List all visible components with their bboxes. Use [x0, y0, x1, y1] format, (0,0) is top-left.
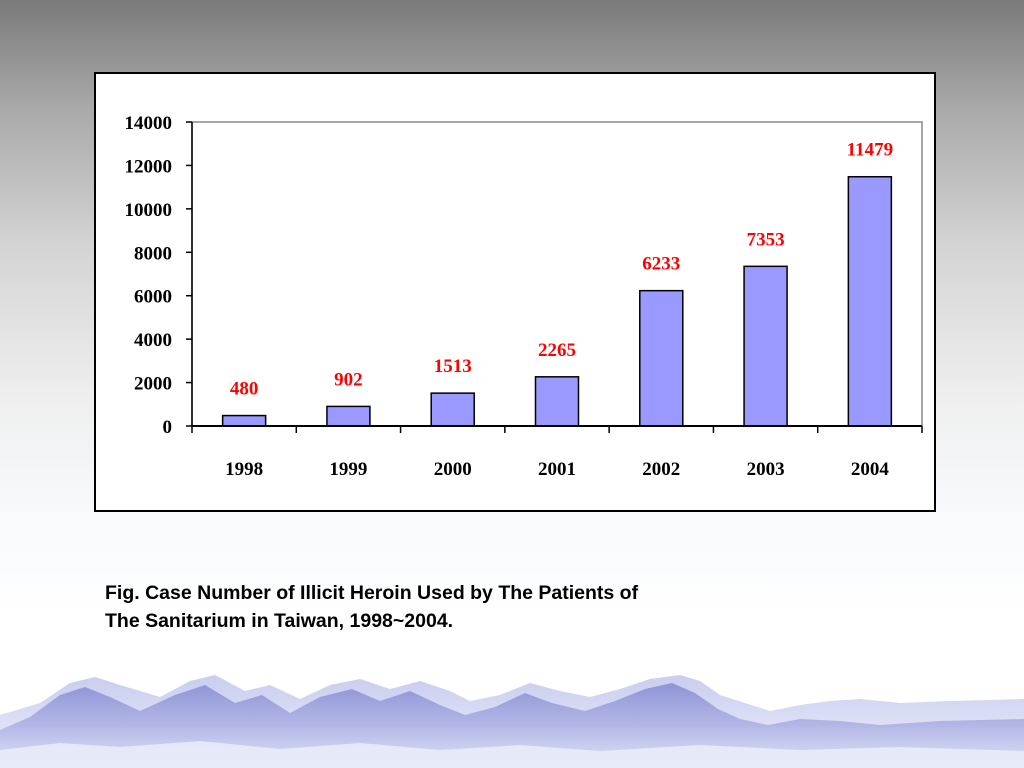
x-tick-label-2002: 2002 — [642, 459, 680, 480]
x-tick-label-1998: 1998 — [225, 459, 263, 480]
data-label-1999: 902 — [334, 369, 363, 390]
data-label-1998: 480 — [230, 379, 259, 400]
data-label-2004: 11479 — [847, 140, 893, 161]
bar-2001 — [534, 376, 580, 427]
data-label-2001: 2265 — [538, 340, 576, 361]
y-tick-label-14000: 14000 — [125, 113, 173, 134]
mountain-landscape-decoration — [0, 675, 1024, 768]
bar-chart: 0 2000 4000 6000 8000 10000 12000 14000 1998 1999… — [125, 113, 923, 480]
bar-2004 — [847, 175, 893, 427]
y-tick-label-12000: 12000 — [125, 156, 173, 177]
figure-caption: Fig. Case Number of Illicit Heroin Used … — [105, 579, 865, 635]
data-label-2003: 7353 — [747, 229, 785, 250]
bar-2003 — [743, 265, 788, 427]
y-tick-label-2000: 2000 — [134, 374, 172, 395]
bar-2000 — [430, 392, 475, 427]
caption-line-2: The Sanitarium in Taiwan, 1998~2004. — [105, 610, 454, 632]
x-tick-label-2004: 2004 — [851, 459, 890, 480]
caption-line-1: Fig. Case Number of Illicit Heroin Used … — [105, 582, 639, 604]
data-label-2002: 6233 — [642, 254, 680, 275]
chart-frame: 0 2000 4000 6000 8000 10000 12000 14000 1998 1999… — [94, 72, 936, 512]
y-tick-label-0: 0 — [163, 417, 173, 438]
x-tick-label-2000: 2000 — [434, 459, 472, 480]
x-tick-label-2001: 2001 — [538, 459, 576, 480]
bar-1998 — [221, 414, 267, 427]
bar-2002 — [639, 289, 684, 427]
y-tick-label-10000: 10000 — [125, 200, 173, 221]
data-label-2000: 1513 — [434, 356, 472, 377]
y-tick-label-8000: 8000 — [134, 243, 172, 264]
x-tick-label-1999: 1999 — [329, 459, 367, 480]
bar-1999 — [326, 405, 371, 427]
y-tick-label-6000: 6000 — [134, 287, 172, 308]
x-tick-label-2003: 2003 — [747, 459, 785, 480]
y-tick-label-4000: 4000 — [134, 330, 172, 351]
